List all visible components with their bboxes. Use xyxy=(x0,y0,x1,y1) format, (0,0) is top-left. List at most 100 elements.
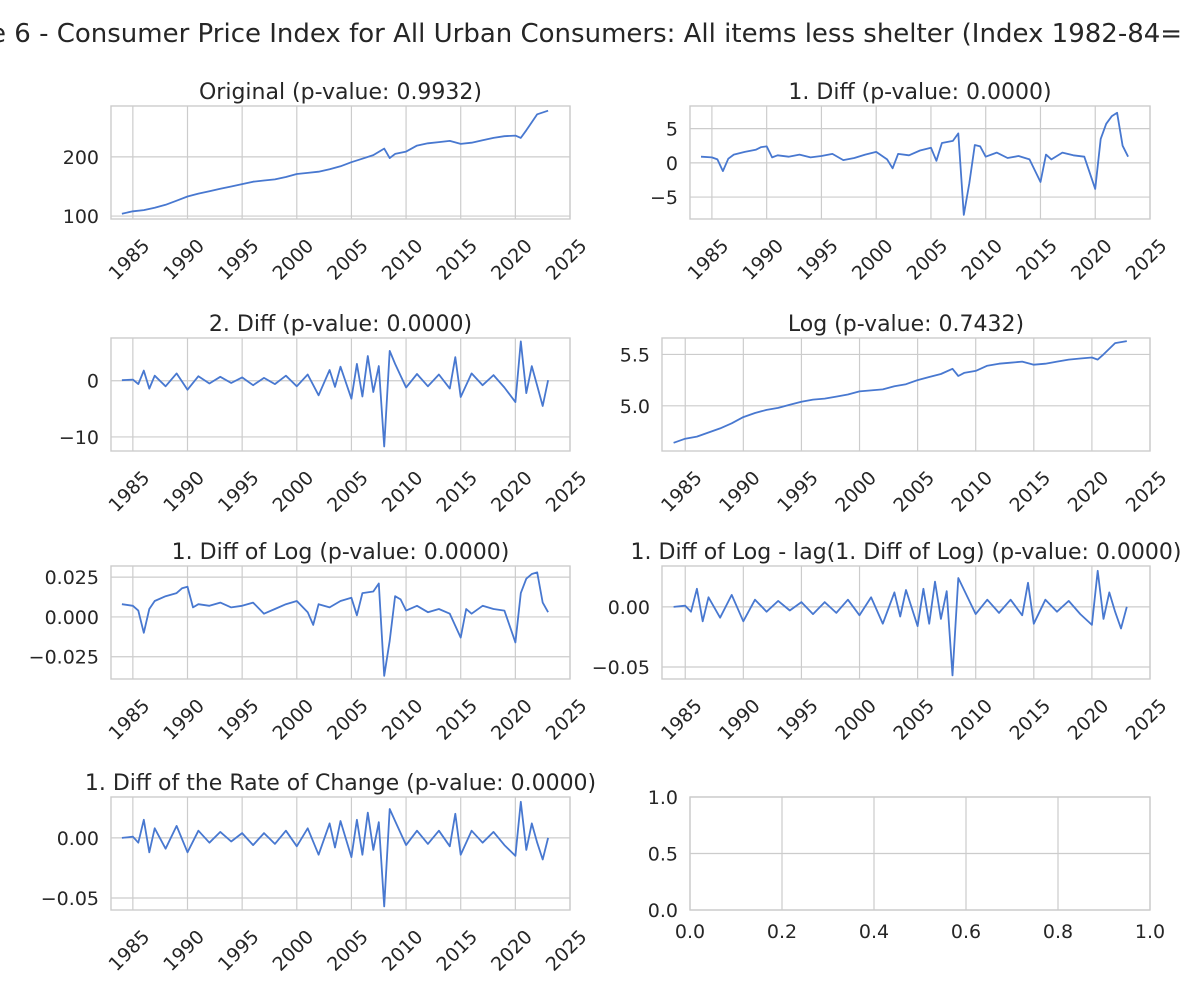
x-tick-label: 1995 xyxy=(214,235,264,285)
series-line-1 xyxy=(121,800,549,908)
subplot-grid: 1985 1990 1995 2000 2005 2010 2015 2020 20251002… xyxy=(29,80,1182,976)
x-tick-label: 1995 xyxy=(773,467,823,517)
y-tick-label: 200 xyxy=(63,147,99,169)
x-tick-label: 2000 xyxy=(268,235,318,285)
y-tick-label: 0 xyxy=(666,153,678,175)
x-tick-label: 1985 xyxy=(105,695,155,745)
y-tick-label: −5 xyxy=(650,187,678,209)
x-tick-label: 2025 xyxy=(542,467,592,517)
subplot-title: 1. Diff of the Rate of Change (p-value: … xyxy=(85,771,596,796)
x-tick-label: 2010 xyxy=(947,467,997,517)
subplot-7: 1985 1990 1995 2000 2005 2010 2015 2020 2025 0.00… xyxy=(41,771,596,976)
x-tick-label: 2025 xyxy=(542,235,592,285)
subplot-3: 1985 1990 1995 2000 2005 2010 2015 2020 2025 0 −10… xyxy=(59,312,592,517)
subplot-title: Log (p-value: 0.7432) xyxy=(788,312,1024,337)
subplot-6: 1985 1990 1995 2000 2005 2010 2015 2020 2025 0.00… xyxy=(592,540,1182,745)
x-tick-label: 2000 xyxy=(268,467,318,517)
x-tick-label: 2005 xyxy=(323,926,373,976)
subplot-title: Original (p-value: 0.9932) xyxy=(199,80,482,105)
x-tick-label: 1990 xyxy=(159,926,209,976)
y-tick-label: 100 xyxy=(63,206,99,228)
x-tick-label: 2000 xyxy=(268,926,318,976)
subplot-5: 1985 1990 1995 2000 2005 2010 2015 2020 2025 0.02… xyxy=(29,540,592,745)
x-tick-label: 2005 xyxy=(889,695,939,745)
y-tick-label: 0.5 xyxy=(648,844,678,866)
x-tick-label: 2015 xyxy=(432,235,482,285)
y-tick-label: 0 xyxy=(87,371,99,393)
x-tick-label: 2025 xyxy=(542,695,592,745)
x-tick-label: 1985 xyxy=(657,695,707,745)
x-tick-label: 2015 xyxy=(1005,467,1055,517)
y-tick-label: −10 xyxy=(59,427,99,449)
x-tick-label: 2005 xyxy=(323,467,373,517)
plot-area xyxy=(110,565,571,680)
x-tick-label: 2015 xyxy=(432,926,482,976)
series-line-1 xyxy=(121,340,549,448)
series-line-1 xyxy=(673,569,1128,677)
x-tick-label: 1990 xyxy=(159,467,209,517)
figure-suptitle: e 6 - Consumer Price Index for All Urban… xyxy=(0,19,1182,49)
subplot-4: 1985 1990 1995 2000 2005 2010 2015 2020 2025 5.5 5… xyxy=(620,312,1172,517)
y-tick-label: 5 xyxy=(666,119,678,141)
x-tick-label: 2025 xyxy=(542,926,592,976)
x-tick-label: 2010 xyxy=(378,926,428,976)
x-tick-label: 1995 xyxy=(793,235,843,285)
x-tick-label: 1.0 xyxy=(1135,921,1165,943)
x-tick-label: 1990 xyxy=(159,695,209,745)
y-tick-label: 0.0 xyxy=(648,900,678,922)
x-tick-label: 1985 xyxy=(657,467,707,517)
plot-area xyxy=(110,337,571,452)
x-tick-label: 1995 xyxy=(214,695,264,745)
y-tick-label: −0.05 xyxy=(41,888,99,910)
x-tick-label: 0.0 xyxy=(675,921,705,943)
x-tick-label: 2020 xyxy=(487,235,537,285)
x-tick-label: 2015 xyxy=(1012,235,1062,285)
subplot-title: 1. Diff (p-value: 0.0000) xyxy=(788,80,1051,105)
x-tick-label: 2025 xyxy=(1122,695,1172,745)
x-tick-label: 0.8 xyxy=(1043,921,1073,943)
x-tick-label: 2015 xyxy=(432,695,482,745)
series-line-1 xyxy=(121,571,549,677)
y-tick-label: −0.025 xyxy=(29,647,99,669)
x-tick-label: 2010 xyxy=(947,695,997,745)
x-tick-label: 1995 xyxy=(214,926,264,976)
y-tick-label: 5.5 xyxy=(620,344,650,366)
x-tick-label: 1990 xyxy=(715,467,765,517)
subplot-title: 1. Diff of Log - lag(1. Diff of Log) (p-… xyxy=(631,540,1182,565)
x-tick-label: 2000 xyxy=(268,695,318,745)
x-tick-label: 1985 xyxy=(105,467,155,517)
x-tick-label: 1990 xyxy=(715,695,765,745)
x-tick-label: 0.2 xyxy=(767,921,797,943)
x-tick-label: 2010 xyxy=(957,235,1007,285)
x-tick-label: 2025 xyxy=(1122,467,1172,517)
x-tick-label: 2020 xyxy=(1064,695,1114,745)
y-tick-label: 0.00 xyxy=(57,828,99,850)
y-tick-label: 0.025 xyxy=(45,567,99,589)
x-tick-label: 2000 xyxy=(831,467,881,517)
x-tick-label: 2020 xyxy=(1064,467,1114,517)
x-tick-label: 2005 xyxy=(903,235,953,285)
x-tick-label: 2010 xyxy=(378,467,428,517)
series-line-1 xyxy=(700,111,1129,216)
x-tick-label: 0.6 xyxy=(951,921,981,943)
y-tick-label: 0.000 xyxy=(45,607,99,629)
x-tick-label: 2025 xyxy=(1122,235,1172,285)
x-tick-label: 2000 xyxy=(831,695,881,745)
plot-area xyxy=(110,796,571,911)
y-tick-label: −0.05 xyxy=(592,657,650,679)
subplot-8: 0.0 0.2 0.4 0.6 0.8 1.0 1.0 0.5 0.0 xyxy=(648,787,1165,943)
x-tick-label: 2015 xyxy=(1005,695,1055,745)
series-line-1 xyxy=(673,340,1127,444)
x-tick-label: 1990 xyxy=(738,235,788,285)
y-tick-label: 0.00 xyxy=(608,597,650,619)
subplot-2: 1985 1990 1995 2000 2005 2010 2015 2020 2025 5 0 −5… xyxy=(650,80,1171,285)
y-tick-label: 1.0 xyxy=(648,787,678,809)
x-tick-label: 2015 xyxy=(432,467,482,517)
x-tick-label: 2000 xyxy=(848,235,898,285)
x-tick-label: 1995 xyxy=(214,467,264,517)
x-tick-label: 1985 xyxy=(105,926,155,976)
x-tick-label: 1990 xyxy=(159,235,209,285)
x-tick-label: 2020 xyxy=(1067,235,1117,285)
x-tick-label: 2020 xyxy=(487,926,537,976)
